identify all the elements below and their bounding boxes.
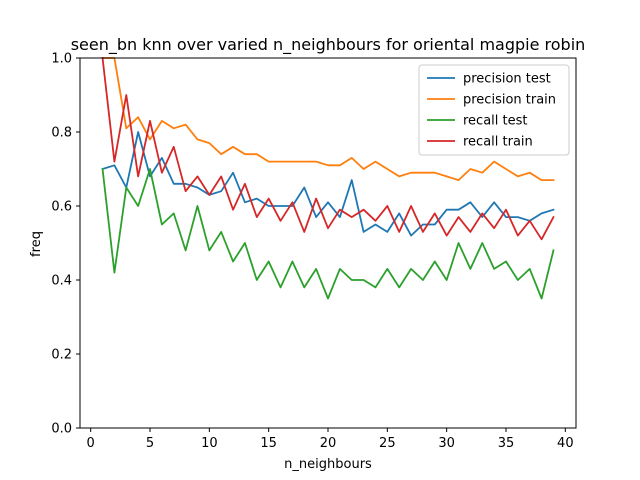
legend-box <box>418 64 570 156</box>
legend-label: precision test <box>463 72 551 87</box>
y-tick-label: 0.6 <box>51 200 72 215</box>
series-line-precision-test <box>101 131 555 237</box>
x-tick-label: 0 <box>87 436 95 451</box>
series-layer <box>101 57 555 300</box>
y-tick-label: 1.0 <box>51 52 72 67</box>
series-line-precision-train <box>101 57 555 182</box>
x-axis-label: n_neighbours <box>284 457 372 472</box>
y-axis: 0.0 0.2 0.4 0.6 0.8 1.0 <box>51 52 80 437</box>
series-line-recall-test <box>101 168 555 300</box>
x-tick-label: 20 <box>320 436 337 451</box>
y-tick-label: 0.2 <box>51 348 72 363</box>
x-tick-label: 25 <box>379 436 396 451</box>
y-tick-label: 0.8 <box>51 126 72 141</box>
y-axis-label: freq <box>29 231 44 257</box>
legend: precision test precision train recall test… <box>418 64 570 156</box>
chart-title: seen_bn knn over varied n_neighbours for… <box>71 35 586 55</box>
x-axis: 0 5 10 15 20 25 30 35 40 <box>87 428 574 451</box>
x-tick-label: 15 <box>260 436 277 451</box>
legend-label: recall test <box>463 114 528 129</box>
x-tick-label: 40 <box>557 436 574 451</box>
y-tick-label: 0.0 <box>51 422 72 437</box>
x-tick-label: 30 <box>438 436 455 451</box>
legend-label: precision train <box>463 93 556 108</box>
series-line-recall-train <box>101 57 555 241</box>
x-tick-label: 35 <box>498 436 515 451</box>
x-tick-label: 10 <box>201 436 218 451</box>
y-tick-label: 0.4 <box>51 274 72 289</box>
legend-label: recall train <box>463 135 533 150</box>
x-tick-label: 5 <box>146 436 154 451</box>
